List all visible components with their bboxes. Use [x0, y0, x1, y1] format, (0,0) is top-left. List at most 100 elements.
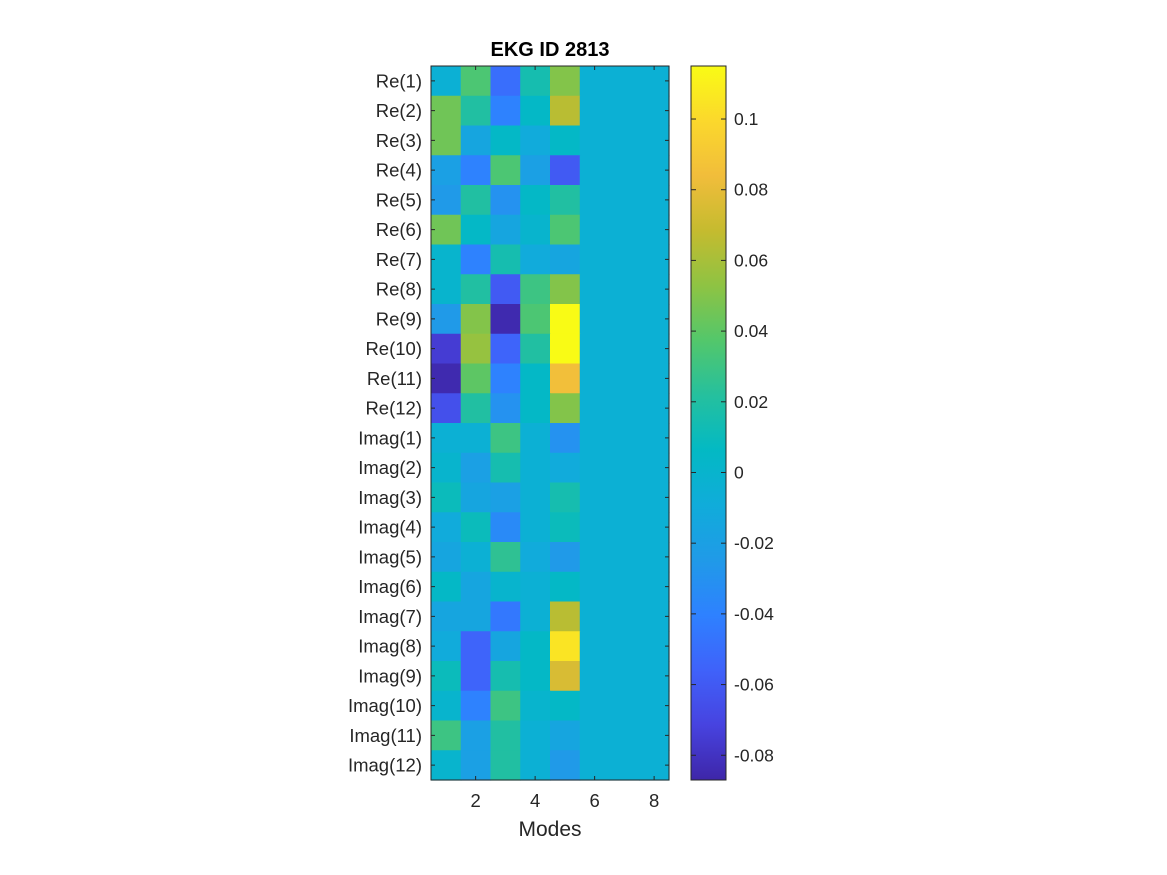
colorbar-tick-label: 0.06	[734, 250, 768, 270]
heatmap-cell	[460, 423, 492, 454]
heatmap-cell	[490, 571, 521, 603]
heatmap-cell	[490, 274, 521, 305]
heatmap-cell	[550, 482, 581, 513]
y-tick-label: Re(2)	[376, 100, 422, 121]
heatmap-cell	[639, 423, 670, 454]
heatmap-cell	[490, 601, 521, 632]
heatmap-cell	[579, 95, 611, 127]
heatmap-cell	[550, 542, 581, 573]
heatmap-cell	[639, 601, 670, 632]
heatmap-cell	[460, 363, 492, 394]
heatmap-cell	[639, 185, 670, 216]
heatmap-cell	[579, 542, 611, 573]
heatmap-cell	[490, 661, 521, 692]
heatmap-cell	[431, 274, 462, 305]
heatmap-cell	[550, 571, 581, 603]
heatmap-cell	[460, 452, 492, 484]
heatmap-cell	[460, 571, 492, 603]
heatmap-cell	[520, 720, 551, 751]
heatmap-cell	[460, 214, 492, 246]
heatmap-cell	[550, 333, 581, 365]
heatmap-cell	[609, 125, 640, 156]
heatmap-cell	[639, 304, 670, 335]
heatmap-cell	[460, 690, 492, 722]
heatmap-cell	[431, 304, 462, 335]
heatmap-cell	[520, 631, 551, 662]
heatmap-cell	[490, 363, 521, 394]
heatmap-cell	[609, 631, 640, 662]
y-tick-label: Imag(1)	[358, 427, 422, 448]
heatmap-cell	[431, 750, 462, 781]
heatmap-cell	[431, 333, 462, 365]
colorbar-tick-label: 0.02	[734, 392, 768, 412]
heatmap-cell	[609, 720, 640, 751]
heatmap-cell	[550, 393, 581, 424]
heatmap-cell	[460, 95, 492, 127]
heatmap-cell	[460, 125, 492, 156]
heatmap-cell	[579, 482, 611, 513]
y-tick-label: Re(3)	[376, 130, 422, 151]
heatmap-cell	[639, 542, 670, 573]
heatmap-cell	[460, 333, 492, 365]
heatmap-cell	[579, 631, 611, 662]
heatmap-cell	[490, 214, 521, 246]
heatmap-cell	[520, 661, 551, 692]
heatmap-cell	[579, 125, 611, 156]
heatmap-cell	[550, 214, 581, 246]
heatmap-cell	[431, 185, 462, 216]
plot-frame	[430, 65, 670, 781]
heatmap-cell	[639, 95, 670, 127]
heatmap-cell	[609, 66, 640, 97]
heatmap-cell	[579, 185, 611, 216]
heatmap-cell	[550, 125, 581, 156]
heatmap-cell	[460, 631, 492, 662]
heatmap-cell	[639, 631, 670, 662]
heatmap-cell	[520, 66, 551, 97]
heatmap-cell	[490, 125, 521, 156]
heatmap-cell	[460, 512, 492, 543]
heatmap-cell	[579, 690, 611, 722]
heatmap-cell	[579, 750, 611, 781]
colorbar-tick-label: 0	[734, 462, 744, 482]
heatmap-cell	[431, 661, 462, 692]
heatmap-cell	[609, 333, 640, 365]
colorbar: -0.08 -0.06 -0.04 -0.02 0 0.02 0.04 0.06 0.08 0.1	[690, 65, 774, 781]
heatmap-cell	[579, 452, 611, 484]
heatmap-cell	[520, 512, 551, 543]
heatmap-cell	[579, 571, 611, 603]
heatmap-cell	[550, 690, 581, 722]
heatmap-cell	[609, 155, 640, 186]
heatmap-cell	[520, 125, 551, 156]
y-tick-label: Imag(7)	[358, 606, 422, 627]
heatmap-cell	[609, 601, 640, 632]
heatmap-cell	[520, 95, 551, 127]
heatmap-cell	[490, 185, 521, 216]
y-tick-label: Re(10)	[365, 338, 422, 359]
heatmap-cell	[639, 66, 670, 97]
heatmap-cell	[639, 155, 670, 186]
heatmap-cell	[550, 155, 581, 186]
heatmap-cell	[520, 274, 551, 305]
heatmap-cell	[520, 304, 551, 335]
heatmap-cell	[490, 690, 521, 722]
heatmap-cell	[639, 571, 670, 603]
heatmap-cell	[520, 542, 551, 573]
heatmap-cell	[609, 304, 640, 335]
y-tick-label: Imag(6)	[358, 576, 422, 597]
heatmap-cell	[550, 66, 581, 97]
heatmap-cell	[490, 95, 521, 127]
x-tick-label: 4	[530, 790, 540, 811]
heatmap-cell	[550, 720, 581, 751]
heatmap-cell	[609, 214, 640, 246]
heatmap-cell	[520, 214, 551, 246]
y-tick-label: Imag(5)	[358, 546, 422, 567]
heatmap-cell	[520, 750, 551, 781]
heatmap-cell	[639, 512, 670, 543]
heatmap-cell	[550, 423, 581, 454]
heatmap-cell	[639, 661, 670, 692]
heatmap-cell	[431, 363, 462, 394]
heatmap-cell	[579, 274, 611, 305]
heatmap-cell	[609, 185, 640, 216]
heatmap-cell	[490, 66, 521, 97]
heatmap-cell	[431, 542, 462, 573]
